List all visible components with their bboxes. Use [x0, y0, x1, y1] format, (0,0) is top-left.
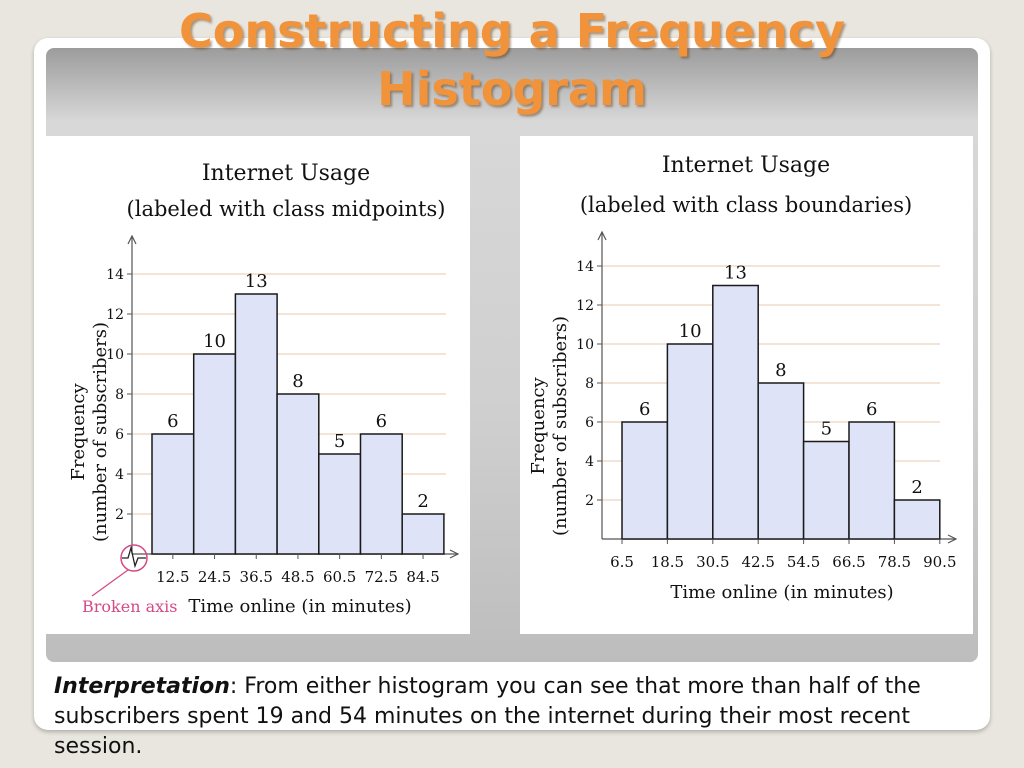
- histogram-midpoints-chart: Internet Usage (labeled with class midpoi…: [68, 161, 460, 617]
- bar-value-label: 5: [334, 431, 345, 452]
- chart-subtitle: (labeled with class midpoints): [127, 197, 446, 221]
- broken-axis-label: Broken axis: [82, 597, 177, 616]
- y-tick-label: 8: [115, 387, 124, 403]
- histogram-bar: [318, 453, 362, 555]
- y-tick-label: 2: [115, 507, 124, 523]
- bar-value-label: 13: [724, 263, 747, 284]
- y-axis-label-line1: Frequency: [528, 376, 549, 474]
- y-tick-label: 14: [106, 267, 124, 283]
- slide-title-line1: Constructing a Frequency: [179, 4, 845, 58]
- y-axis-label-line2: (number of subscribers): [90, 322, 111, 542]
- x-axis-label: Time online (in minutes): [670, 582, 893, 603]
- x-axis-arrow: [947, 534, 958, 544]
- y-tick-label: 12: [576, 298, 594, 314]
- y-tick-label: 10: [576, 337, 594, 353]
- histogram-bar: [666, 343, 714, 540]
- histogram-bar: [848, 421, 896, 540]
- histogram-bar: [802, 440, 850, 540]
- bar-value-label: 6: [376, 411, 387, 432]
- y-axis-label-line2: (number of subscribers): [550, 316, 571, 536]
- interpretation-text: Interpretation: From either histogram yo…: [54, 672, 984, 762]
- x-tick-label: 24.5: [198, 568, 231, 586]
- x-tick-label: 66.5: [832, 553, 865, 571]
- y-tick-label: 6: [585, 415, 594, 431]
- x-tick-label: 6.5: [610, 553, 634, 571]
- x-tick-label: 78.5: [878, 553, 911, 571]
- bar-value-label: 8: [775, 360, 786, 381]
- bar-value-label: 6: [639, 399, 650, 420]
- chart-title: Internet Usage: [662, 153, 830, 178]
- x-tick-label: 36.5: [240, 568, 273, 586]
- slide-title: Constructing a Frequency Histogram: [40, 2, 984, 118]
- histogram-bar: [712, 284, 759, 540]
- bar-value-label: 10: [203, 331, 226, 352]
- y-tick-label: 2: [585, 493, 594, 509]
- y-axis-arrow: [597, 230, 607, 241]
- x-tick-label: 30.5: [696, 553, 729, 571]
- chart-title: Internet Usage: [202, 161, 370, 186]
- y-tick-label: 6: [115, 427, 124, 443]
- histogram-bar: [401, 513, 445, 555]
- chart-subtitle: (labeled with class boundaries): [580, 193, 912, 217]
- histogram-bar: [192, 353, 237, 555]
- bar-value-label: 5: [821, 419, 832, 440]
- histogram-bar: [359, 433, 403, 555]
- bar-value-label: 10: [679, 321, 702, 342]
- y-tick-label: 4: [115, 467, 124, 483]
- x-tick-label: 72.5: [365, 568, 398, 586]
- x-tick-label: 90.5: [923, 553, 956, 571]
- y-tick-label: 12: [106, 307, 124, 323]
- x-tick-label: 60.5: [323, 568, 356, 586]
- x-tick-label: 18.5: [651, 553, 684, 571]
- x-tick-label: 12.5: [156, 568, 189, 586]
- broken-axis-circle: [120, 544, 148, 572]
- y-axis-label-line1: Frequency: [68, 382, 89, 480]
- x-axis-label: Time online (in minutes): [188, 596, 411, 617]
- x-tick-label: 54.5: [787, 553, 820, 571]
- bar-value-label: 6: [167, 411, 178, 432]
- histogram-boundaries-panel: Internet Usage (labeled with class bounda…: [520, 136, 973, 634]
- slide-title-line2: Histogram: [377, 62, 647, 116]
- y-axis-label: Frequency (number of subscribers): [528, 316, 571, 536]
- y-axis-arrow: [127, 234, 137, 245]
- x-tick-label: 84.5: [406, 568, 439, 586]
- interpretation-body: : From either histogram you can see that…: [54, 674, 921, 759]
- y-tick-label: 8: [585, 376, 594, 392]
- y-tick-label: 10: [106, 347, 124, 363]
- histogram-bar: [893, 499, 941, 540]
- histogram-boundaries-chart: Internet Usage (labeled with class bounda…: [528, 153, 958, 603]
- bar-value-label: 2: [417, 491, 428, 512]
- broken-axis-pointer: [91, 569, 129, 597]
- broken-axis-symbol: [122, 545, 146, 569]
- histogram-bar: [151, 433, 195, 555]
- y-tick-label: 14: [576, 259, 594, 275]
- y-tick-label: 4: [585, 454, 594, 470]
- bar-value-label: 13: [245, 271, 268, 292]
- histogram-midpoints-panel: Internet Usage (labeled with class midpoi…: [46, 136, 470, 634]
- histogram-bar: [621, 421, 669, 540]
- x-axis-arrow: [449, 549, 460, 559]
- x-tick-label: 48.5: [281, 568, 314, 586]
- bar-value-label: 8: [292, 371, 303, 392]
- histogram-bar: [234, 293, 278, 555]
- histogram-bar: [276, 393, 320, 555]
- histogram-bar: [757, 382, 805, 540]
- y-axis-label: Frequency (number of subscribers): [68, 322, 111, 542]
- x-tick-label: 42.5: [741, 553, 774, 571]
- interpretation-label: Interpretation: [54, 674, 230, 699]
- bar-value-label: 2: [911, 477, 922, 498]
- bar-value-label: 6: [866, 399, 877, 420]
